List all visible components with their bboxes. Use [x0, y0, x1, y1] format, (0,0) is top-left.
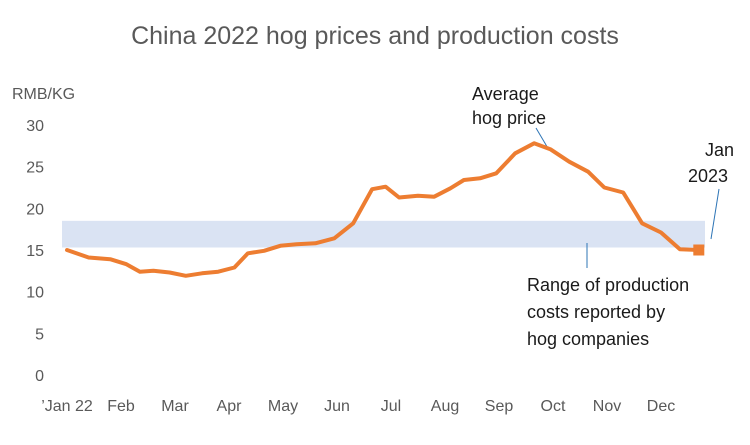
production-cost-band-layer [62, 220, 705, 248]
x-tick-label: Oct [541, 398, 566, 415]
series-line-average-hog-price [65, 141, 701, 278]
band-annotation-line1: Range of production [527, 275, 689, 295]
x-tick-label: Feb [107, 398, 135, 415]
x-tick-label: Mar [161, 398, 189, 415]
x-tick-label: Nov [593, 398, 621, 415]
x-tick-label: Dec [647, 398, 675, 415]
y-tick-label: 15 [26, 243, 44, 260]
x-tick-label: Jun [324, 398, 350, 415]
jan-2023-callout-line [710, 188, 720, 240]
y-tick-label: 30 [26, 118, 44, 135]
band-annotation-line3: hog companies [527, 329, 649, 349]
y-tick-label: 0 [35, 368, 44, 385]
x-tick-label: Jul [381, 398, 401, 415]
y-tick-label: 5 [35, 326, 44, 343]
x-axis-ticks: ’Jan 22 Feb Mar Apr May Jun Jul Aug Sep Oct Nov Dec [41, 398, 675, 415]
x-tick-label: ’Jan 22 [41, 398, 93, 415]
jan-2023-annotation-line1: Jan [705, 140, 734, 160]
x-tick-label: Aug [431, 398, 459, 415]
y-tick-label: 20 [26, 201, 44, 218]
y-axis-unit-label: RMB/KG [12, 86, 75, 103]
x-tick-label: Sep [485, 398, 514, 415]
x-tick-label: Apr [217, 398, 243, 415]
price-series-layer [65, 141, 705, 278]
x-tick-label: May [268, 398, 298, 415]
price-annotation-line2: hog price [472, 108, 546, 128]
price-annotation-line1: Average [472, 84, 539, 104]
y-axis-ticks: 0 5 10 15 20 25 30 [26, 118, 44, 385]
band-annotation-line2: costs reported by [527, 302, 665, 322]
chart-title: China 2022 hog prices and production cos… [131, 22, 619, 50]
jan-2023-annotation-line2: 2023 [688, 166, 728, 186]
production-cost-band [62, 220, 705, 248]
y-tick-label: 10 [26, 285, 44, 302]
jan-2023-end-marker [693, 244, 705, 256]
y-tick-label: 25 [26, 160, 44, 177]
